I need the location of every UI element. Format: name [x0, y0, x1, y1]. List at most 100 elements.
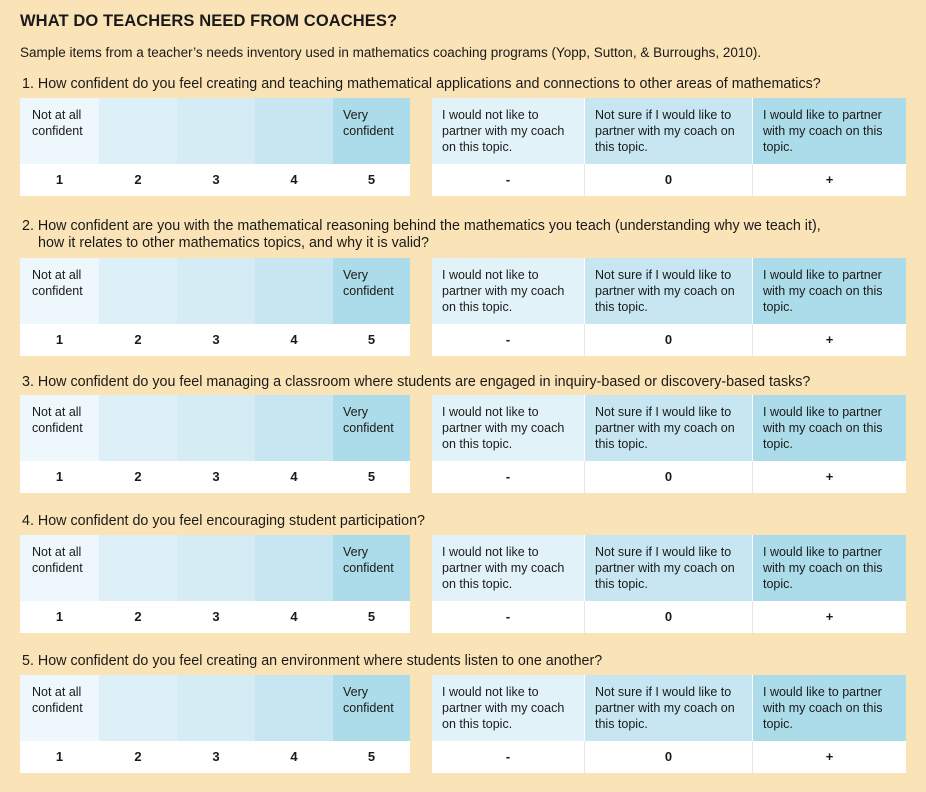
- response-grid: Not at all confident Very confident 1 2 …: [20, 535, 906, 633]
- scale-cell-4: [255, 258, 333, 324]
- question-line-1: 2. How confident are you with the mathem…: [22, 218, 821, 234]
- response-grid: Not at all confident Very confident 1 2 …: [20, 675, 906, 773]
- partner-option-positive-label: I would like to partner with my coach on…: [752, 98, 906, 164]
- question-line-1: 3. How confident do you feel managing a …: [22, 374, 811, 390]
- scale-cell-3: [177, 535, 255, 601]
- scale-option-4[interactable]: 4: [290, 469, 298, 484]
- partner-option-negative[interactable]: -: [505, 749, 511, 764]
- scale-low-label: Not at all confident: [20, 395, 99, 461]
- partner-option-neutral-label: Not sure if I would like to partner with…: [584, 535, 752, 601]
- confidence-scale: Not at all confident Very confident 1 2 …: [20, 675, 410, 773]
- partner-option-neutral[interactable]: 0: [584, 601, 752, 633]
- scale-cell-3: [177, 98, 255, 164]
- partner-scale: I would not like to partner with my coac…: [432, 395, 906, 493]
- scale-option-4[interactable]: 4: [290, 172, 298, 187]
- partner-option-negative[interactable]: -: [505, 332, 511, 347]
- confidence-scale: Not at all confident Very confident 1 2 …: [20, 258, 410, 356]
- scale-cell-3: [177, 395, 255, 461]
- partner-option-neutral-label: Not sure if I would like to partner with…: [584, 258, 752, 324]
- partner-scale: I would not like to partner with my coac…: [432, 535, 906, 633]
- scale-cell-3: [177, 675, 255, 741]
- partner-option-positive[interactable]: +: [752, 601, 906, 633]
- partner-option-negative[interactable]: -: [505, 172, 511, 187]
- question-line-1: 1. How confident do you feel creating an…: [22, 76, 821, 92]
- partner-option-positive-label: I would like to partner with my coach on…: [752, 675, 906, 741]
- scale-option-4[interactable]: 4: [290, 332, 298, 347]
- scale-option-2[interactable]: 2: [134, 749, 142, 764]
- scale-option-1[interactable]: 1: [55, 469, 64, 484]
- scale-option-5[interactable]: 5: [367, 469, 376, 484]
- partner-option-positive[interactable]: +: [752, 324, 906, 356]
- scale-option-5[interactable]: 5: [367, 749, 376, 764]
- scale-option-1[interactable]: 1: [55, 172, 64, 187]
- question-text: 4. How confident do you feel encouraging…: [20, 513, 906, 530]
- scale-cell-2: [99, 395, 177, 461]
- scale-option-3[interactable]: 3: [212, 332, 220, 347]
- partner-option-negative-label: I would not like to partner with my coac…: [432, 258, 584, 324]
- confidence-scale: Not at all confident Very confident 1 2 …: [20, 98, 410, 196]
- partner-option-neutral[interactable]: 0: [584, 461, 752, 493]
- scale-option-5[interactable]: 5: [367, 609, 376, 624]
- scale-cell-4: [255, 395, 333, 461]
- scale-option-3[interactable]: 3: [212, 609, 220, 624]
- scale-option-2[interactable]: 2: [134, 332, 142, 347]
- question-text: 1. How confident do you feel creating an…: [20, 76, 906, 93]
- scale-high-label: Very confident: [333, 675, 410, 741]
- confidence-scale: Not at all confident Very confident 1 2 …: [20, 535, 410, 633]
- partner-option-neutral-label: Not sure if I would like to partner with…: [584, 395, 752, 461]
- response-grid: Not at all confident Very confident 1 2 …: [20, 395, 906, 493]
- survey-item: 2. How confident are you with the mathem…: [20, 218, 906, 356]
- question-line-1: 4. How confident do you feel encouraging…: [22, 513, 425, 529]
- partner-option-positive[interactable]: +: [752, 164, 906, 196]
- response-grid: Not at all confident Very confident 1 2 …: [20, 98, 906, 196]
- partner-option-neutral[interactable]: 0: [584, 324, 752, 356]
- scale-cell-2: [99, 675, 177, 741]
- scale-high-label: Very confident: [333, 535, 410, 601]
- scale-option-5[interactable]: 5: [367, 172, 376, 187]
- partner-scale: I would not like to partner with my coac…: [432, 258, 906, 356]
- partner-option-neutral-label: Not sure if I would like to partner with…: [584, 675, 752, 741]
- scale-option-4[interactable]: 4: [290, 609, 298, 624]
- scale-option-5[interactable]: 5: [367, 332, 376, 347]
- scale-option-2[interactable]: 2: [134, 469, 142, 484]
- partner-option-neutral[interactable]: 0: [584, 164, 752, 196]
- scale-option-3[interactable]: 3: [212, 469, 220, 484]
- scale-low-label: Not at all confident: [20, 258, 99, 324]
- partner-option-positive[interactable]: +: [752, 461, 906, 493]
- scale-option-3[interactable]: 3: [212, 749, 220, 764]
- survey-item: 3. How confident do you feel managing a …: [20, 374, 906, 493]
- scale-cell-3: [177, 258, 255, 324]
- partner-option-negative[interactable]: -: [505, 469, 511, 484]
- partner-option-negative-label: I would not like to partner with my coac…: [432, 675, 584, 741]
- scale-option-2[interactable]: 2: [134, 172, 142, 187]
- scale-low-label: Not at all confident: [20, 535, 99, 601]
- scale-option-1[interactable]: 1: [55, 749, 64, 764]
- scale-option-1[interactable]: 1: [55, 332, 64, 347]
- page-title: WHAT DO TEACHERS NEED FROM COACHES?: [20, 12, 398, 30]
- partner-option-negative-label: I would not like to partner with my coac…: [432, 535, 584, 601]
- scale-option-2[interactable]: 2: [134, 609, 142, 624]
- confidence-scale: Not at all confident Very confident 1 2 …: [20, 395, 410, 493]
- partner-scale: I would not like to partner with my coac…: [432, 675, 906, 773]
- scale-cell-2: [99, 258, 177, 324]
- survey-item: 5. How confident do you feel creating an…: [20, 653, 906, 773]
- scale-option-4[interactable]: 4: [290, 749, 298, 764]
- scale-cell-4: [255, 675, 333, 741]
- scale-cell-2: [99, 98, 177, 164]
- question-line-1: 5. How confident do you feel creating an…: [22, 653, 603, 669]
- scale-option-3[interactable]: 3: [212, 172, 220, 187]
- scale-high-label: Very confident: [333, 395, 410, 461]
- page-subtitle: Sample items from a teacher’s needs inve…: [20, 45, 762, 60]
- scale-cell-2: [99, 535, 177, 601]
- partner-option-negative-label: I would not like to partner with my coac…: [432, 395, 584, 461]
- partner-option-positive-label: I would like to partner with my coach on…: [752, 535, 906, 601]
- scale-option-1[interactable]: 1: [55, 609, 64, 624]
- partner-option-positive[interactable]: +: [752, 741, 906, 773]
- partner-option-neutral-label: Not sure if I would like to partner with…: [584, 98, 752, 164]
- partner-option-negative[interactable]: -: [505, 609, 511, 624]
- partner-option-positive-label: I would like to partner with my coach on…: [752, 395, 906, 461]
- partner-option-negative-label: I would not like to partner with my coac…: [432, 98, 584, 164]
- partner-option-neutral[interactable]: 0: [584, 741, 752, 773]
- question-text: 2. How confident are you with the mathem…: [20, 218, 906, 252]
